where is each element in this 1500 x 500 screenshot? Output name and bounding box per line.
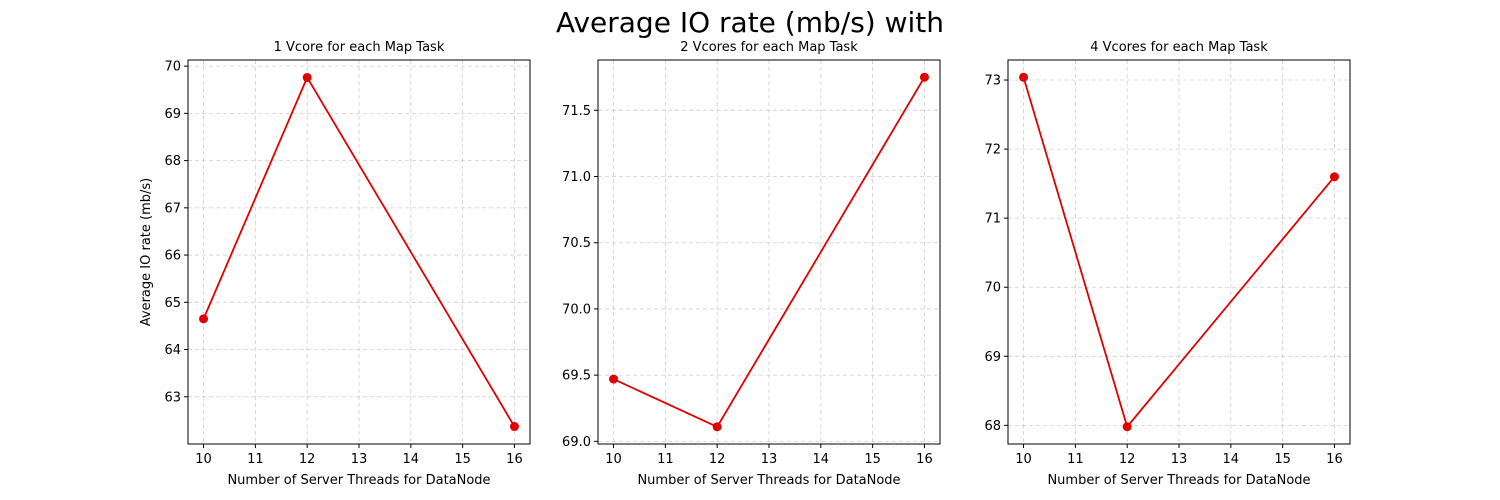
- x-tick-label: 10: [605, 452, 622, 467]
- x-axis-label: Number of Server Threads for DataNode: [637, 473, 900, 488]
- chart-panel-1: 10 11 12 13 14 15 16 63 64 65 66 67 68 69 70 1 Vcore fo…: [139, 40, 531, 488]
- y-tick-label: 72: [984, 143, 1001, 158]
- y-tick-label: 70.0: [562, 302, 591, 317]
- y-tick-label: 71.5: [562, 104, 591, 119]
- chart-panel-3: 10 11 12 13 14 15 16 68 69 70 71 72 73 4 Vcores for e…: [984, 40, 1351, 488]
- data-point: [712, 422, 722, 432]
- y-tick-label: 69: [164, 107, 181, 122]
- y-tick-label: 70: [984, 281, 1001, 296]
- x-tick-label: 11: [247, 452, 264, 467]
- y-tick-label: 69.5: [562, 369, 591, 384]
- y-tick-label: 63: [164, 390, 181, 405]
- x-tick-label: 16: [1326, 452, 1343, 467]
- y-tick-label: 73: [984, 74, 1001, 89]
- chart-panel-2: 10 11 12 13 14 15 16 69.0 69.5 70.0 70.5 71.0 71.5 2 …: [562, 40, 941, 488]
- x-tick-label: 15: [864, 452, 881, 467]
- x-tick-label: 14: [403, 452, 420, 467]
- data-point: [1329, 172, 1339, 182]
- x-tick-label: 12: [299, 452, 316, 467]
- data-point: [199, 314, 209, 324]
- x-tick-label: 12: [1119, 452, 1136, 467]
- y-tick-label: 69.0: [562, 435, 591, 450]
- x-tick-label: 14: [813, 452, 830, 467]
- y-tick-label: 64: [164, 343, 181, 358]
- y-tick-label: 65: [164, 296, 181, 311]
- data-point: [1122, 422, 1132, 432]
- x-tick-label: 11: [1067, 452, 1084, 467]
- x-tick-label: 14: [1223, 452, 1240, 467]
- y-tick-label: 70.5: [562, 236, 591, 251]
- chart-title: 2 Vcores for each Map Task: [680, 40, 858, 55]
- x-tick-label: 15: [454, 452, 471, 467]
- x-axis-label: Number of Server Threads for DataNode: [227, 473, 490, 488]
- y-tick-label: 71.0: [562, 170, 591, 185]
- x-tick-label: 10: [195, 452, 212, 467]
- data-point: [609, 374, 619, 384]
- y-tick-label: 68: [164, 154, 181, 169]
- figure-suptitle: Average IO rate (mb/s) with: [556, 6, 944, 39]
- x-axis-label: Number of Server Threads for DataNode: [1047, 473, 1310, 488]
- x-tick-label: 10: [1015, 452, 1032, 467]
- y-tick-label: 66: [164, 249, 181, 264]
- x-tick-label: 13: [1171, 452, 1188, 467]
- y-tick-label: 69: [984, 350, 1001, 365]
- x-tick-label: 12: [709, 452, 726, 467]
- data-point: [302, 72, 312, 82]
- y-tick-label: 71: [984, 212, 1001, 227]
- y-axis-label: Average IO rate (mb/s): [139, 178, 154, 326]
- data-point: [919, 72, 929, 82]
- y-tick-label: 70: [164, 60, 181, 75]
- chart-title: 4 Vcores for each Map Task: [1090, 40, 1268, 55]
- x-tick-label: 13: [761, 452, 778, 467]
- y-tick-label: 68: [984, 419, 1001, 434]
- x-tick-label: 13: [351, 452, 368, 467]
- data-point: [509, 422, 519, 432]
- chart-title: 1 Vcore for each Map Task: [274, 40, 445, 55]
- x-tick-label: 15: [1274, 452, 1291, 467]
- x-tick-label: 16: [916, 452, 933, 467]
- x-tick-label: 11: [657, 452, 674, 467]
- x-tick-label: 16: [506, 452, 523, 467]
- y-tick-label: 67: [164, 201, 181, 216]
- data-point: [1019, 72, 1029, 82]
